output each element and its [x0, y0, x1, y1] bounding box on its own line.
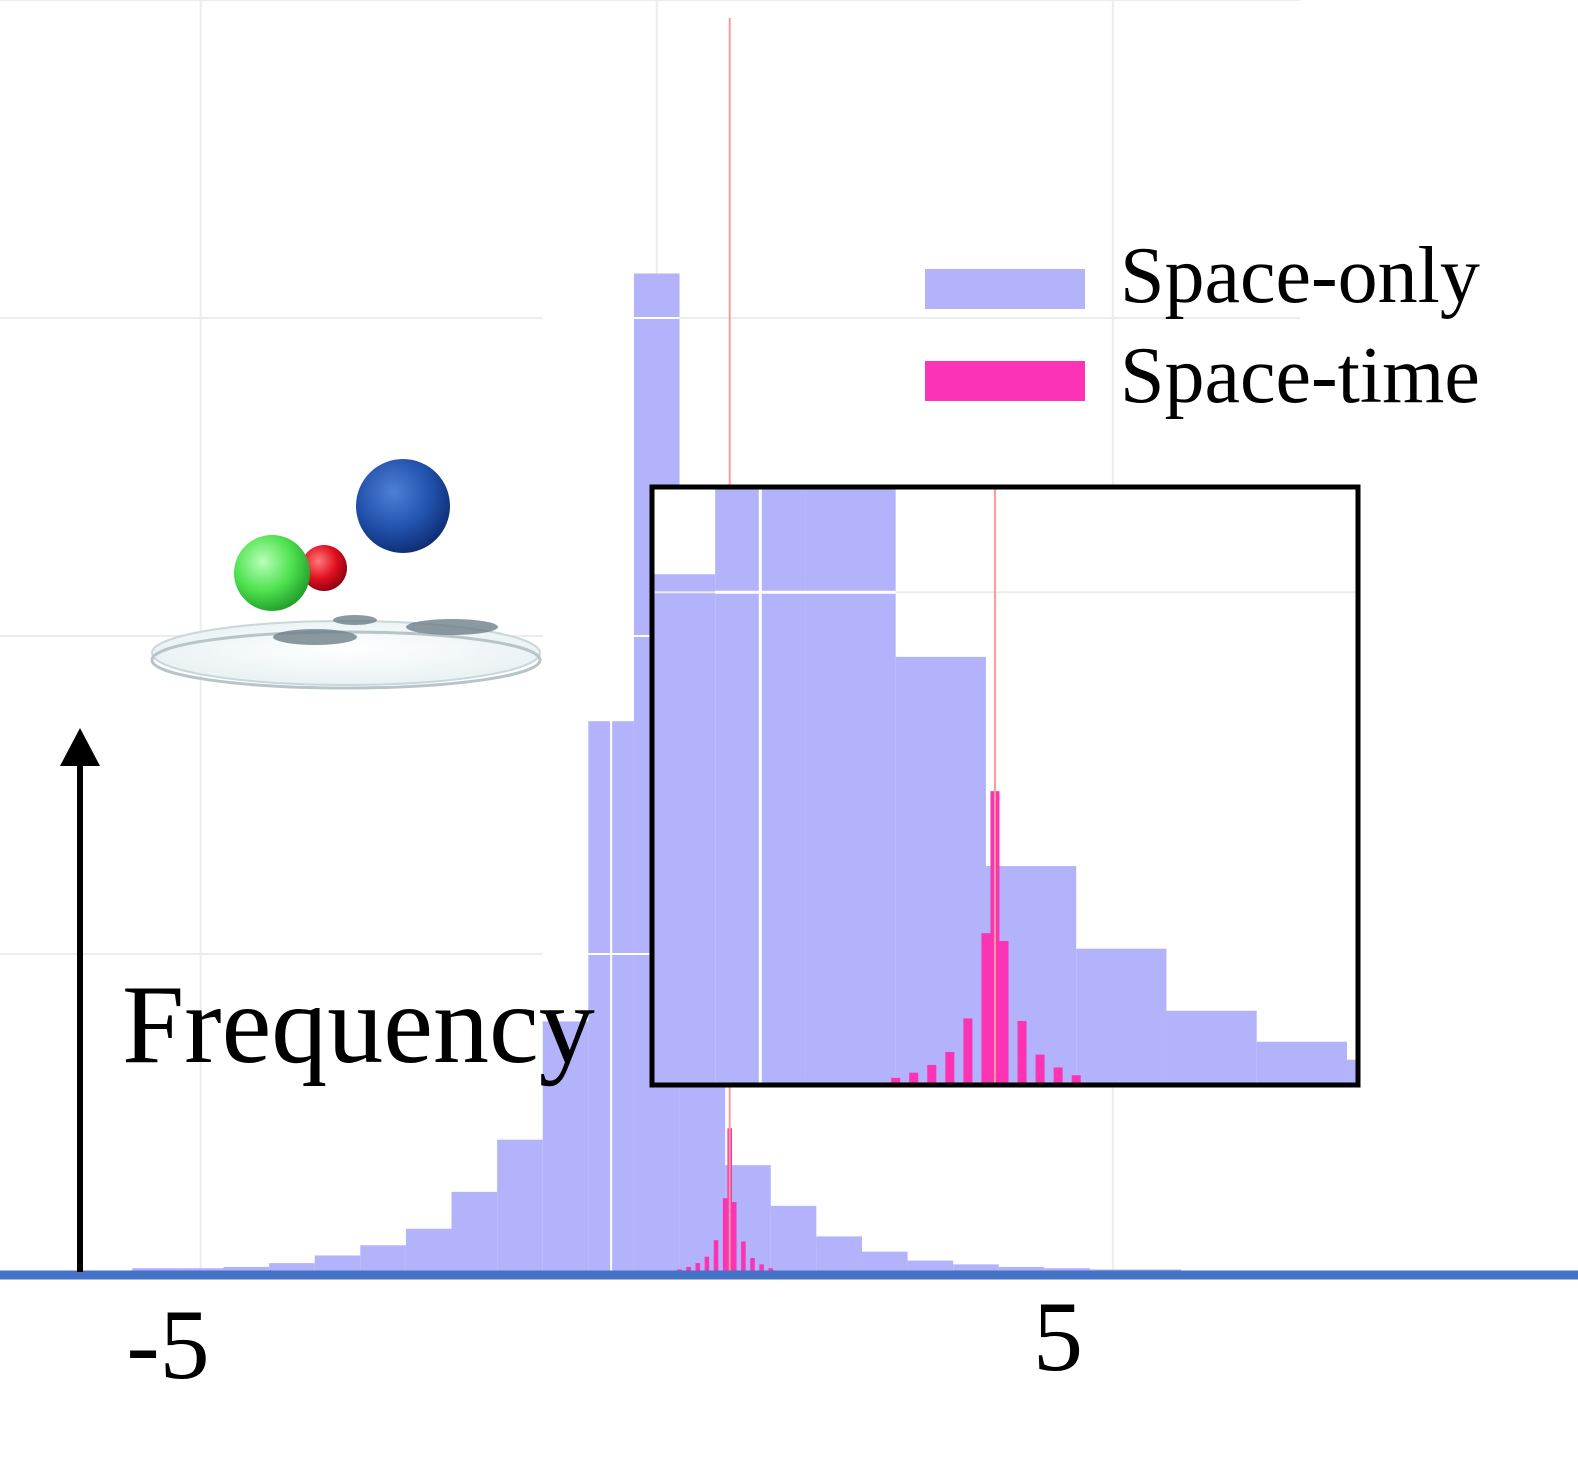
- inset-bar-space-time: [1071, 1075, 1081, 1083]
- inset-bar-space-only: [1346, 1059, 1356, 1083]
- bar-space-only: [770, 1205, 817, 1272]
- bar-space-only: [861, 1251, 908, 1272]
- inset-bar-space-only: [895, 656, 986, 1083]
- shadow-blue: [406, 619, 498, 635]
- inset-bar-space-time: [1035, 1054, 1045, 1083]
- legend-label-space-only: Space-only: [1120, 232, 1480, 320]
- bar-space-time: [741, 1241, 746, 1272]
- bar-space-time: [759, 1264, 764, 1272]
- y-axis-arrow-head: [60, 728, 100, 766]
- bar-space-only: [542, 1021, 589, 1272]
- bar-space-only: [1044, 1268, 1091, 1272]
- shadow-green: [273, 629, 357, 645]
- bar-space-only: [451, 1191, 498, 1272]
- inset-bar-space-only: [1166, 1010, 1257, 1083]
- legend: Space-only Space-time: [925, 232, 1480, 420]
- bar-space-only: [497, 1139, 543, 1272]
- bar-space-time: [704, 1256, 710, 1272]
- bar-space-only: [269, 1263, 315, 1272]
- inset-bar-space-only: [652, 574, 716, 1083]
- bar-space-only: [907, 1260, 954, 1272]
- legend-swatch-space-only: [925, 269, 1085, 309]
- red-sphere: [301, 545, 347, 591]
- bar-space-only: [679, 1062, 726, 1272]
- spheres-illustration: [150, 459, 542, 690]
- x-tick-label: -5: [126, 1289, 209, 1400]
- green-sphere: [234, 535, 310, 611]
- inset-bar-space-only: [1256, 1041, 1347, 1083]
- inset-zoom: [0, 484, 1578, 1088]
- x-tick-label: 5: [1033, 1281, 1083, 1392]
- bar-space-time: [722, 1198, 728, 1272]
- legend-label-space-time: Space-time: [1120, 332, 1480, 420]
- bar-space-only: [998, 1266, 1045, 1272]
- inset-bar-space-time: [999, 940, 1009, 1083]
- bar-space-time: [731, 1202, 737, 1272]
- bar-space-only: [816, 1236, 862, 1272]
- inset-bar-space-only: [1527, 1073, 1578, 1083]
- bar-space-only: [223, 1266, 270, 1272]
- inset-bar-space-only: [1076, 948, 1167, 1083]
- inset-bar-space-time: [891, 1077, 901, 1083]
- bar-space-only: [314, 1255, 361, 1272]
- inset-bar-space-only: [1437, 1068, 1527, 1083]
- bar-space-only: [405, 1228, 452, 1272]
- inset-bar-space-time: [1053, 1067, 1063, 1083]
- bar-space-time: [750, 1258, 755, 1272]
- inset-bar-space-only: [0, 1073, 83, 1083]
- blue-sphere: [356, 459, 450, 553]
- legend-swatch-space-time: [925, 361, 1085, 401]
- inset-bar-space-time: [909, 1072, 919, 1083]
- inset-bar-space-only: [805, 489, 896, 1084]
- inset-bar-space-time: [963, 1018, 973, 1083]
- inset-bar-space-time: [945, 1052, 955, 1083]
- inset-bar-space-time: [981, 933, 991, 1083]
- inset-frame: [649, 484, 1361, 1088]
- inset-bar-space-time: [927, 1064, 937, 1083]
- bar-space-only: [177, 1268, 224, 1272]
- inset-bar-space-time: [1017, 1021, 1027, 1083]
- bar-space-only: [132, 1268, 178, 1272]
- bar-space-time: [713, 1240, 719, 1272]
- bar-space-only: [953, 1264, 999, 1272]
- bar-space-only: [360, 1245, 406, 1272]
- shadow-red: [333, 615, 377, 625]
- y-axis-label: Frequency: [122, 963, 595, 1087]
- bar-space-time: [686, 1266, 691, 1272]
- bar-space-time: [695, 1263, 701, 1272]
- bar-space-time: [768, 1268, 774, 1272]
